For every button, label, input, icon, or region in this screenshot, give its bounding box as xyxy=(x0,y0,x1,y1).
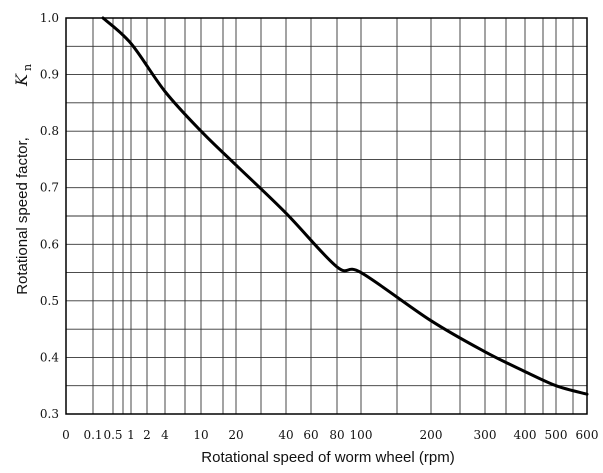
y-tick-label: 0.6 xyxy=(40,237,59,251)
x-tick-label: 200 xyxy=(420,428,443,442)
y-axis-title-text: Rotational speed factor, xyxy=(14,137,31,295)
y-axis-symbol-k: K xyxy=(12,73,31,87)
x-tick-label: 300 xyxy=(474,428,497,442)
plot-frame xyxy=(65,17,588,415)
x-tick-label: 0 xyxy=(62,428,70,442)
y-tick-label: 0.4 xyxy=(40,350,59,364)
y-tick-label: 0.9 xyxy=(40,68,59,82)
grid xyxy=(66,18,587,414)
x-tick-label: 60 xyxy=(303,428,318,442)
x-tick-label: 0.1 xyxy=(83,428,102,442)
x-tick-label: 2 xyxy=(143,428,151,442)
y-tick-label: 0.7 xyxy=(40,181,59,195)
x-tick-label: 40 xyxy=(278,428,293,442)
x-tick-labels: 0 0.1 0.5 1 2 4 10 20 40 60 80 100 200 300 400 500 600 xyxy=(62,428,598,442)
x-tick-label: 100 xyxy=(350,428,373,442)
series-line-kn xyxy=(101,16,589,396)
x-tick-label: 1 xyxy=(127,428,135,442)
x-tick-label: 0.5 xyxy=(103,428,122,442)
y-tick-label: 0.8 xyxy=(40,124,59,138)
y-tick-label: 0.5 xyxy=(40,294,59,308)
x-tick-label: 10 xyxy=(193,428,208,442)
x-tick-label: 600 xyxy=(576,428,599,442)
x-axis-title: Rotational speed of worm wheel (rpm) xyxy=(201,449,454,466)
x-tick-label: 400 xyxy=(514,428,537,442)
x-tick-label: 20 xyxy=(228,428,243,442)
y-tick-label: 1.0 xyxy=(40,11,59,25)
x-tick-label: 80 xyxy=(329,428,344,442)
y-tick-labels: 0.3 0.4 0.5 0.6 0.7 0.8 0.9 1.0 xyxy=(40,11,59,421)
x-tick-label: 4 xyxy=(161,428,169,442)
x-tick-label: 500 xyxy=(545,428,568,442)
y-axis-symbol-sub: n xyxy=(21,64,34,71)
y-axis-symbol: K n xyxy=(12,64,34,87)
y-tick-label: 0.3 xyxy=(40,407,59,421)
y-axis-title: Rotational speed factor, xyxy=(14,137,31,295)
